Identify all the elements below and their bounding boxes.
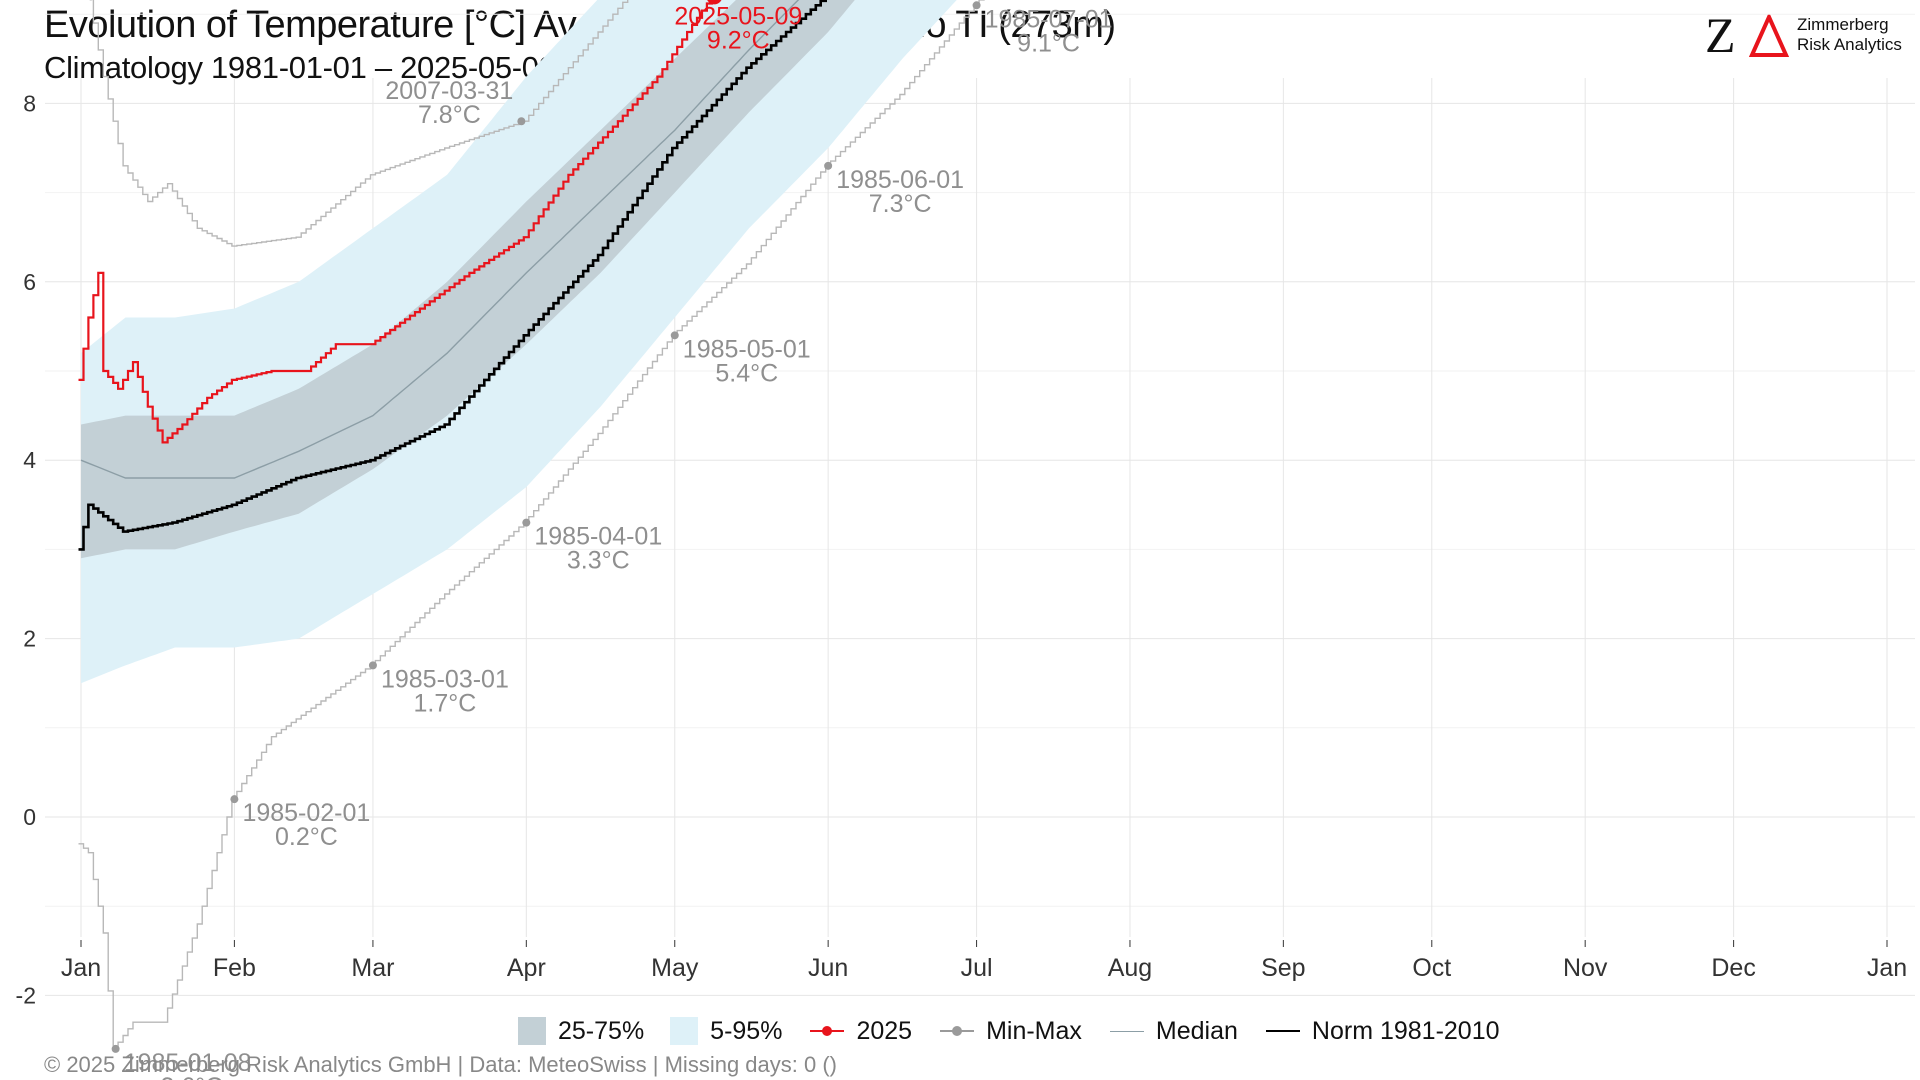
- band-5-95: [81, 0, 957, 684]
- y-tick-label: -2: [16, 982, 36, 1008]
- min-label-line: -2.6°C: [152, 1073, 223, 1080]
- series-median-line: [80, 0, 800, 479]
- y-tick-label: 6: [23, 269, 36, 295]
- min-label-line: 7.3°C: [869, 190, 932, 218]
- legend-item-iqr: 25-75%: [518, 1017, 644, 1046]
- legend-label-median: Median: [1155, 1016, 1238, 1045]
- min-label: 1985-06-01 7.3°C: [836, 166, 964, 218]
- current-label-line: 9.2°C: [707, 26, 770, 54]
- legend-label-current: 2025: [856, 1016, 913, 1045]
- x-tick-label: Jan: [1867, 954, 1907, 982]
- y-tick-label: 4: [23, 447, 36, 473]
- min-label-line: 1.7°C: [414, 689, 477, 717]
- legend-item-p90: 5-95%: [670, 1017, 782, 1046]
- logo-line-2: Risk Analytics: [1797, 35, 1902, 54]
- series-norm-line: [78, 0, 827, 551]
- band-25-75: [81, 0, 855, 559]
- x-tick-label: Jun: [808, 954, 848, 982]
- min-label: 1985-04-01 3.3°C: [534, 523, 662, 575]
- series-2025-line: [78, 0, 713, 444]
- max-point: [517, 117, 526, 126]
- chart-subtitle: Climatology 1981-01-01 – 2025-05-09: [44, 50, 556, 85]
- legend-label-norm: Norm 1981-2010: [1311, 1016, 1500, 1045]
- legend-swatch-p90: [670, 1017, 699, 1045]
- min-label-line: 1985-05-01: [683, 335, 811, 363]
- min-point: [368, 661, 377, 670]
- x-tick-label: Oct: [1412, 954, 1451, 982]
- min-label-line: 1985-06-01: [836, 166, 964, 194]
- x-tick-label: Apr: [507, 954, 546, 982]
- logo-text: Zimmerberg Risk Analytics: [1797, 15, 1902, 55]
- legend-swatch-iqr: [518, 1017, 546, 1045]
- current-point: [707, 0, 722, 5]
- company-logo: Z Zimmerberg Risk Analytics: [1705, 10, 1905, 60]
- legend-label-iqr: 25-75%: [558, 1016, 645, 1045]
- x-tick-label: Nov: [1563, 954, 1608, 982]
- y-tick-label: 0: [23, 804, 36, 830]
- min-point: [111, 1044, 120, 1053]
- min-point: [972, 1, 981, 10]
- grid-lines: [45, 13, 1915, 996]
- logo-triangle-icon: [1749, 14, 1789, 57]
- legend-item-minmax: Min-Max: [938, 1017, 1082, 1046]
- min-label-line: 9.1°C: [1017, 29, 1080, 57]
- min-label-line: 1985-01-08: [124, 1049, 252, 1077]
- current-label-line: 2025-05-09: [674, 2, 802, 30]
- x-tick-label: Jan: [61, 954, 101, 982]
- min-label: 1985-02-01 0.2°C: [242, 799, 370, 851]
- min-label: 1985-05-01 5.4°C: [683, 335, 811, 387]
- current-label: 2025-05-09 9.2°C: [674, 2, 802, 54]
- min-point: [824, 161, 833, 170]
- min-label-line: 1985-04-01: [534, 523, 662, 551]
- y-axis: -20246810121416: [16, 90, 37, 1008]
- min-label-line: 1985-07-01: [985, 5, 1113, 33]
- max-label-line: 2007-03-31: [385, 77, 513, 105]
- series-min-line: [78, 0, 985, 1050]
- footer-credits: © 2025 Zimmerberg Risk Analytics GmbH | …: [44, 1052, 837, 1077]
- min-point: [230, 795, 239, 804]
- legend-item-median: Median: [1108, 1017, 1238, 1046]
- min-label-line: 0.2°C: [275, 823, 338, 851]
- legend-marker-current: [808, 1017, 846, 1045]
- y-tick-label: 8: [23, 90, 36, 116]
- x-tick-label: Sep: [1261, 954, 1305, 982]
- min-point: [522, 518, 531, 527]
- max-label: 2007-03-31 7.8°C: [385, 77, 513, 129]
- x-tick-label: Feb: [213, 954, 256, 982]
- y-tick-label: 2: [23, 626, 36, 652]
- legend-marker-minmax: [938, 1017, 976, 1045]
- min-label: 1985-07-01 9.1°C: [985, 5, 1113, 57]
- legend-label-p90: 5-95%: [710, 1016, 783, 1045]
- legend-label-minmax: Min-Max: [986, 1016, 1082, 1045]
- x-tick-label: Aug: [1108, 954, 1152, 982]
- max-label-line: 9.2°C: [0, 0, 50, 4]
- min-point: [670, 331, 679, 340]
- legend-item-current: 2025: [808, 1017, 912, 1046]
- min-label-line: 1985-03-01: [381, 665, 509, 693]
- min-label: 1985-03-01 1.7°C: [381, 665, 509, 717]
- series-max-line: [92, 0, 629, 247]
- legend-marker-norm: [1264, 1017, 1302, 1045]
- legend-marker-median: [1108, 1017, 1146, 1045]
- x-axis: Jan Feb Mar Apr May Jun Jul Aug Sep Oct Nov Dec Jan: [61, 940, 1907, 982]
- chart-legend: 25-75% 5-95% 2025 Min-Max Median: [518, 1016, 1526, 1046]
- max-label-line: 7.8°C: [418, 101, 481, 129]
- max-label: 2023-01-039.2°C: [0, 0, 83, 4]
- min-label: 1985-01-08-2.6°C: [124, 1049, 252, 1080]
- x-tick-label: Jul: [961, 954, 993, 982]
- x-tick-label: Mar: [351, 954, 394, 982]
- min-label-line: 3.3°C: [567, 547, 630, 575]
- min-label-line: 5.4°C: [715, 359, 778, 387]
- legend-item-norm: Norm 1981-2010: [1264, 1017, 1500, 1046]
- logo-mark: Z: [1705, 7, 1736, 63]
- x-tick-label: Dec: [1711, 954, 1755, 982]
- min-label-line: 1985-02-01: [242, 799, 370, 827]
- logo-line-1: Zimmerberg: [1797, 15, 1889, 34]
- x-tick-label: May: [651, 954, 699, 982]
